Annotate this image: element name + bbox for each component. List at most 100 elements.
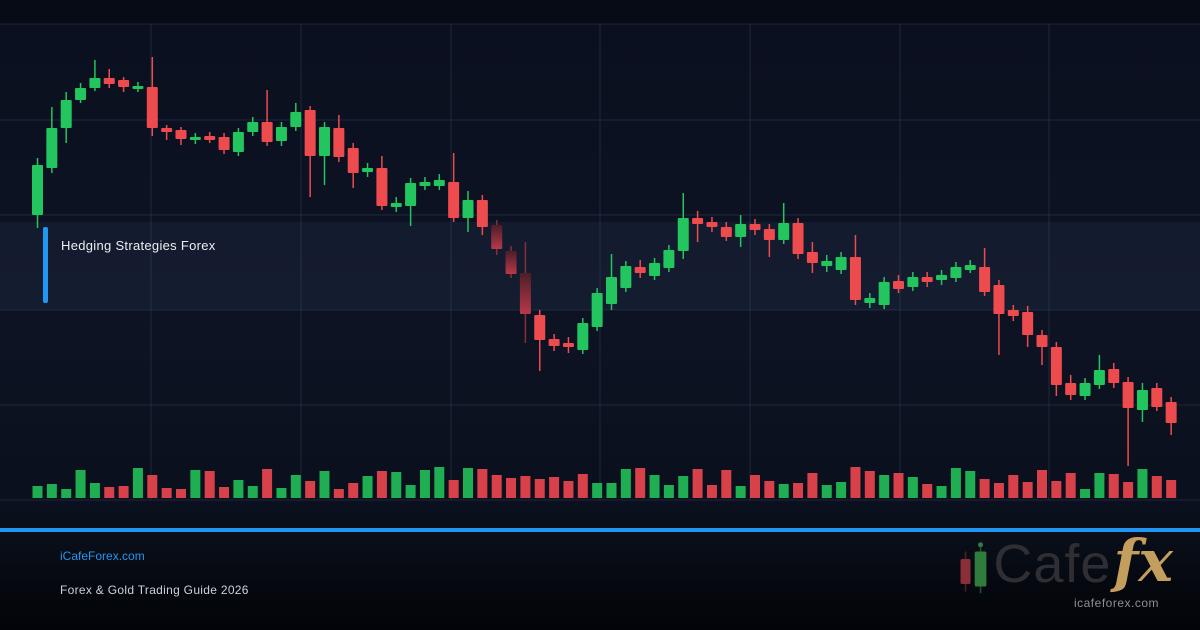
candle <box>534 310 546 371</box>
candle <box>319 122 330 185</box>
candle <box>1093 355 1105 389</box>
volume-bar <box>735 486 746 498</box>
volume-bar <box>1166 480 1177 498</box>
candle <box>118 77 130 92</box>
volume-bar <box>75 470 86 498</box>
candle <box>376 156 388 210</box>
candle <box>218 133 230 154</box>
volume-bar <box>1065 473 1076 498</box>
logo-candlesticks-icon <box>960 542 987 594</box>
volume-bar <box>1151 476 1162 498</box>
volume-bar <box>1137 469 1148 498</box>
logo-domain: icafeforex.com <box>1073 596 1159 610</box>
volume-bar <box>1037 470 1047 498</box>
candle <box>1151 383 1163 411</box>
candle <box>663 245 675 272</box>
candle <box>1022 306 1034 347</box>
volume-bar <box>549 477 560 498</box>
candle <box>304 106 316 197</box>
candle <box>921 272 933 287</box>
candle <box>936 270 948 285</box>
candle <box>204 132 216 143</box>
volume-bar <box>1051 481 1062 498</box>
volume-bar <box>391 472 402 498</box>
site-link[interactable]: iCafeForex.com <box>60 549 145 563</box>
candle <box>362 163 374 177</box>
logo-cafe-text: Cafe <box>993 534 1112 594</box>
volume-bar <box>1080 489 1091 498</box>
candle <box>778 203 790 244</box>
candle <box>1007 305 1019 321</box>
candle <box>290 103 302 131</box>
volume-bar <box>950 468 961 498</box>
volume-bar <box>176 489 186 498</box>
candle <box>735 215 747 247</box>
candle <box>634 260 646 278</box>
volume-bar <box>376 471 387 498</box>
volume-bar <box>1123 482 1134 498</box>
volume-bar <box>204 471 215 498</box>
volume-bar <box>750 475 760 498</box>
volume-bar <box>965 471 976 498</box>
volume-bar <box>89 483 100 498</box>
volume-bar <box>721 470 732 498</box>
volume-bar <box>190 470 201 498</box>
volume-bar <box>419 470 430 498</box>
candle <box>505 246 517 278</box>
candle <box>893 275 904 293</box>
candle <box>519 242 531 343</box>
candle <box>620 261 632 292</box>
volume-bar <box>405 485 416 498</box>
candle <box>749 219 761 235</box>
volume-bar <box>362 476 373 498</box>
volume-bar <box>778 484 789 498</box>
candle <box>433 174 445 190</box>
candle <box>792 218 804 259</box>
volume-bar <box>463 468 473 498</box>
candle <box>806 242 818 273</box>
volume-bar <box>993 483 1004 498</box>
volume-bar <box>592 483 603 498</box>
candle <box>1165 397 1177 435</box>
volume-bar <box>620 469 631 498</box>
candle <box>677 193 689 259</box>
candle <box>692 211 704 242</box>
volume-bar <box>147 475 158 498</box>
volume-bar <box>922 484 933 498</box>
candle <box>577 318 589 354</box>
candle <box>32 158 43 228</box>
candle <box>60 92 72 143</box>
candle <box>706 217 718 232</box>
volume-bar <box>104 487 115 498</box>
volume-bar <box>219 487 230 498</box>
candle <box>907 272 919 291</box>
candle <box>849 235 861 305</box>
candle <box>993 280 1005 355</box>
candle <box>261 90 273 146</box>
candle <box>548 334 560 351</box>
tagline: Forex & Gold Trading Guide 2026 <box>60 583 249 597</box>
volume-bar <box>764 481 775 498</box>
volume-bar <box>46 484 57 498</box>
volume-bar <box>678 476 689 498</box>
candle <box>720 222 732 241</box>
volume-bar <box>879 475 890 498</box>
volume-bar <box>706 485 717 498</box>
candle <box>864 293 876 308</box>
candle <box>491 220 503 255</box>
candle <box>161 125 173 140</box>
volume-bar <box>821 485 832 498</box>
volume-bar <box>1008 475 1019 498</box>
title-accent-bar <box>43 227 48 303</box>
volume-bar <box>333 489 344 498</box>
candle <box>347 143 359 188</box>
volume-bar <box>262 469 273 498</box>
candle <box>175 127 187 145</box>
volume-bar <box>319 471 330 498</box>
candle <box>1050 342 1062 396</box>
candle <box>835 252 847 274</box>
candle <box>950 262 962 282</box>
volume-bar <box>132 468 143 498</box>
candle <box>964 260 976 273</box>
